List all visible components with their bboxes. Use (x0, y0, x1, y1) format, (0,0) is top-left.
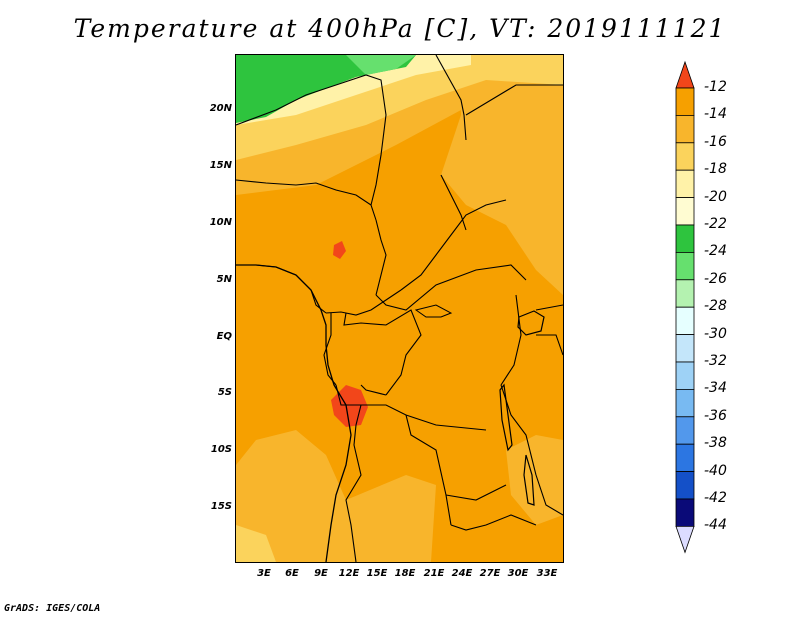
colorbar-label: -22 (704, 216, 727, 232)
field-minus18-sw (236, 525, 276, 562)
colorbar-label: -44 (704, 517, 727, 534)
colorbar-label: -42 (704, 490, 727, 506)
colorbar-swatch (675, 334, 695, 363)
chart-title: Temperature at 400hPa [C], VT: 201911112… (73, 14, 727, 43)
colorbar-swatch (675, 142, 695, 171)
colorbar-label: -18 (704, 161, 727, 178)
colorbar-swatch (675, 87, 695, 116)
colorbar-swatch (675, 224, 695, 253)
colorbar-swatch (675, 443, 695, 473)
colorbar-label: -28 (704, 298, 727, 315)
colorbar-swatch (675, 498, 695, 527)
field-minus12-cameroon (333, 241, 346, 259)
field-minus26 (346, 55, 416, 75)
colorbar-label: -20 (704, 188, 727, 205)
lon-tick-label: 12E (338, 568, 360, 579)
lake-victoria (517, 310, 545, 336)
colorbar-label: -36 (704, 407, 727, 424)
colorbar-label: -34 (704, 380, 727, 397)
colorbar-swatch (675, 169, 695, 198)
colorbar-swatches (675, 60, 695, 554)
field-minus18 (236, 55, 563, 160)
lat-tick-label: 5N (216, 274, 232, 285)
lake-malawi (523, 454, 535, 506)
colorbar-swatch (675, 471, 695, 500)
lon-tick-label: 33E (536, 568, 558, 579)
field-minus16-northeast (441, 55, 563, 295)
colorbar-swatch (675, 279, 695, 308)
colorbar-label: -26 (704, 270, 727, 287)
colorbar-label: -32 (704, 353, 727, 369)
coastline (236, 264, 352, 562)
colorbar-swatch (675, 416, 695, 445)
colorbar-swatch (675, 197, 695, 226)
lat-tick-label: 5S (217, 387, 232, 398)
colorbar-top-triangle (675, 60, 695, 89)
colorbar (675, 60, 695, 554)
lat-tick-label: 20N (209, 103, 232, 114)
lon-tick-label: 27E (479, 568, 501, 579)
lat-tick-label: 15S (210, 501, 232, 512)
lon-tick-label: 21E (423, 568, 445, 579)
lon-tick-label: 3E (257, 568, 271, 579)
country-borders (236, 55, 563, 562)
lon-tick-label: 30E (507, 568, 529, 579)
colorbar-label: -30 (704, 325, 727, 342)
colorbar-label: -16 (704, 133, 727, 150)
colorbar-label: -38 (704, 435, 727, 452)
lon-tick-label: 15E (366, 568, 388, 579)
colorbar-swatch (675, 361, 695, 390)
colorbar-swatch (675, 251, 695, 281)
lon-tick-label: 6E (285, 568, 299, 579)
colorbar-label: -40 (704, 462, 727, 479)
lat-tick-label: 10S (210, 444, 232, 455)
colorbar-bottom-triangle (675, 526, 695, 554)
colorbar-label: -24 (704, 243, 727, 260)
lon-tick-label: 18E (394, 568, 416, 579)
credit-text: GrADS: IGES/COLA (4, 603, 101, 614)
river-congo-segment (414, 304, 453, 318)
lat-tick-label: 10N (209, 217, 232, 228)
colorbar-swatch (675, 115, 695, 144)
temperature-map (236, 55, 563, 562)
field-minus20 (236, 55, 471, 125)
map-canvas (236, 55, 563, 562)
lat-tick-label: 15N (209, 160, 232, 171)
colorbar-label: -14 (704, 106, 727, 123)
colorbar-swatch (675, 388, 695, 418)
lon-tick-label: 9E (314, 568, 328, 579)
lat-tick-label: EQ (216, 331, 232, 342)
lake-tanganyika (499, 383, 513, 452)
colorbar-swatch (675, 306, 695, 335)
lon-tick-label: 24E (451, 568, 473, 579)
colorbar-label: -12 (704, 79, 727, 95)
field-minus16-southeast (506, 435, 563, 525)
